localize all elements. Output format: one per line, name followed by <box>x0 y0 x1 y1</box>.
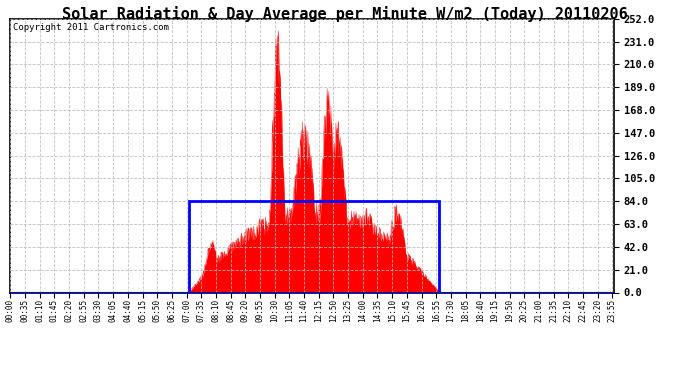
Text: Solar Radiation & Day Average per Minute W/m2 (Today) 20110206: Solar Radiation & Day Average per Minute… <box>62 6 628 22</box>
Text: Copyright 2011 Cartronics.com: Copyright 2011 Cartronics.com <box>13 23 169 32</box>
Bar <box>189 201 439 292</box>
